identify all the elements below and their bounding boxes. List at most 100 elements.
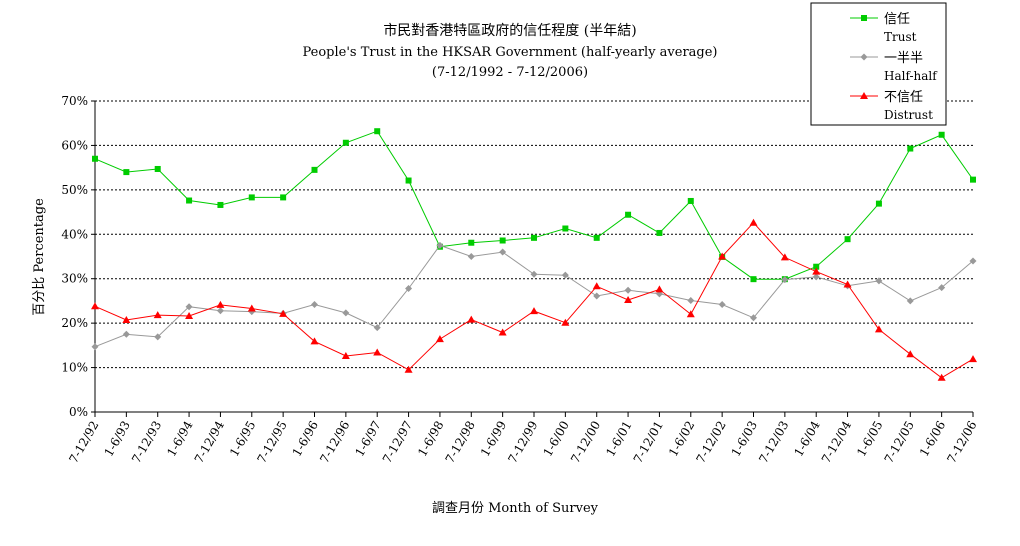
data-point (874, 325, 883, 333)
x-tick-label: 1-6/04 (791, 418, 823, 459)
x-tick-label: 7-12/99 (505, 419, 540, 466)
x-tick-label: 7-12/06 (944, 419, 979, 466)
data-point (216, 307, 224, 315)
data-point (436, 241, 444, 249)
data-point (373, 348, 382, 356)
y-tick-label: 20% (61, 316, 88, 330)
data-point (122, 316, 131, 324)
data-point (92, 155, 98, 162)
data-point (154, 165, 161, 172)
data-point (592, 282, 601, 290)
x-tick-label: 1-6/97 (352, 419, 383, 459)
data-point (843, 280, 852, 288)
x-tick-label: 1-6/00 (541, 419, 572, 459)
x-tick-label: 1-6/05 (854, 419, 885, 459)
data-point (561, 271, 569, 279)
data-point (185, 303, 193, 311)
x-tick-label: 7-12/93 (129, 419, 164, 466)
x-tick-label: 7-12/04 (819, 418, 854, 465)
data-point (311, 166, 318, 173)
x-tick-label: 7-12/03 (756, 419, 791, 466)
x-tick-label: 1-6/96 (290, 419, 321, 459)
data-point (970, 176, 976, 183)
series-layer (91, 128, 977, 381)
data-point (435, 335, 444, 343)
data-point (906, 297, 914, 305)
series-distrust (91, 218, 977, 381)
data-point (185, 312, 194, 320)
series-trust (92, 128, 976, 283)
data-point (499, 248, 507, 256)
data-point (655, 285, 664, 293)
data-point (656, 229, 663, 236)
x-tick-label: 7-12/94 (192, 418, 227, 465)
x-tick-label: 1-6/93 (102, 419, 133, 459)
legend-label-zh: 一半半 (884, 51, 923, 66)
x-tick-label: 1-6/03 (729, 419, 760, 459)
data-point (593, 234, 600, 241)
data-point (750, 314, 757, 322)
legend-label-en: Distrust (884, 108, 933, 122)
chart-period: (7-12/1992 - 7-12/2006) (432, 65, 588, 80)
data-point (687, 197, 694, 204)
data-point (153, 311, 162, 319)
data-point (91, 343, 99, 351)
data-point (844, 236, 851, 243)
data-point (561, 318, 570, 326)
data-point (718, 252, 727, 260)
legend-box (810, 2, 947, 126)
chart-title: 市民對香港特區政府的信任程度 (半年結) (383, 22, 636, 39)
x-tick-label: 1-6/94 (164, 418, 196, 459)
data-point (310, 337, 319, 345)
data-point (467, 253, 475, 260)
data-point (687, 296, 695, 304)
data-point (686, 310, 695, 318)
data-point (781, 276, 789, 284)
x-tick-label: 1-6/01 (603, 419, 634, 459)
data-point (311, 300, 318, 308)
data-point (122, 330, 130, 338)
y-tick-label: 0% (69, 405, 88, 419)
data-point (405, 177, 412, 184)
data-point (718, 300, 726, 308)
chart-subtitle: People's Trust in the HKSAR Government (… (302, 45, 717, 60)
series-half-half (91, 241, 977, 351)
x-tick-label: 1-6/06 (917, 419, 948, 459)
data-point (875, 200, 882, 207)
data-point (530, 270, 538, 278)
data-point (498, 328, 507, 336)
y-tick-label: 50% (61, 183, 88, 197)
x-tick-label: 7-12/02 (693, 419, 728, 466)
legend-marker (860, 92, 868, 99)
data-point (499, 237, 506, 244)
x-tick-label: 7-12/97 (380, 419, 415, 466)
legend-marker (860, 53, 868, 61)
y-tick-label: 40% (61, 227, 88, 241)
data-point (341, 352, 350, 360)
data-point (969, 355, 977, 363)
data-point (624, 286, 632, 294)
data-point (280, 194, 287, 201)
data-point (530, 307, 538, 315)
x-tick-label: 7-12/92 (66, 419, 101, 466)
data-point (91, 302, 99, 310)
data-point (562, 225, 569, 232)
data-point (217, 201, 224, 208)
data-point (624, 296, 633, 304)
y-axis-label: 百分比 Percentage (32, 198, 47, 316)
data-point (813, 263, 820, 270)
data-point (404, 365, 413, 373)
x-tick-label: 1-6/95 (227, 419, 258, 459)
gridlines (95, 100, 973, 369)
data-point (342, 309, 350, 317)
y-tick-label: 60% (61, 138, 88, 152)
data-point (342, 139, 349, 146)
data-point (531, 234, 537, 241)
data-point (938, 284, 946, 292)
y-tick-label: 30% (61, 272, 88, 286)
x-axis-label: 調查月份 Month of Survey (432, 501, 599, 516)
data-point (154, 333, 162, 341)
x-tick-label: 7-12/01 (631, 419, 666, 466)
x-tick-label: 7-12/05 (882, 419, 917, 466)
